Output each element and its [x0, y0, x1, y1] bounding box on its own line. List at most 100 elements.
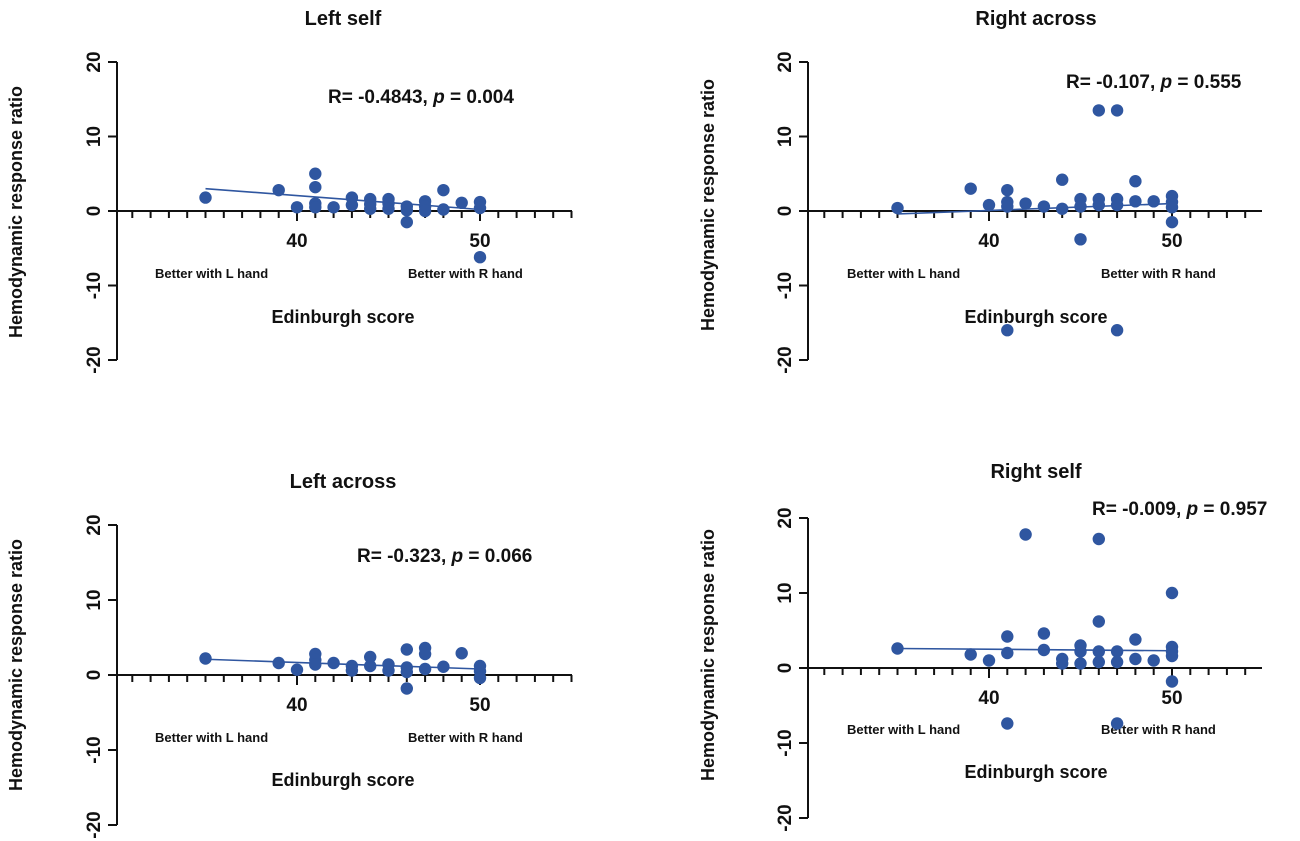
x-tick-label: 50 [1161, 231, 1182, 252]
data-point [1147, 195, 1160, 208]
x-tick-label: 50 [1161, 688, 1182, 709]
data-point [1074, 645, 1087, 658]
data-point [272, 183, 285, 197]
data-point [1165, 201, 1179, 214]
data-point [1092, 198, 1106, 212]
data-point [418, 647, 432, 661]
data-point [1001, 183, 1014, 197]
data-point [1129, 175, 1142, 188]
correlation-stat: R= -0.4843, p = 0.004 [328, 87, 514, 108]
data-point [1110, 717, 1124, 730]
annotation-better-right-hand: Better with R hand [1101, 266, 1216, 281]
chart-panel-left-across: Left across Hemodynamic response ratio 20 1… [6, 471, 573, 839]
data-point [1092, 532, 1106, 546]
data-point [364, 659, 377, 673]
data-point [327, 201, 340, 214]
stat-p-symbol: p [1160, 72, 1173, 93]
data-point [964, 648, 977, 661]
y-tick-label: -20 [775, 804, 796, 831]
data-point [1074, 233, 1087, 246]
correlation-stat: R= -0.107, p = 0.555 [1066, 72, 1242, 93]
data-point [982, 654, 996, 667]
x-tick-label: 50 [469, 695, 490, 716]
stat-p-value: = 0.555 [1172, 72, 1242, 93]
y-tick-label: 10 [775, 126, 796, 147]
data-point [400, 215, 413, 229]
data-point [1092, 655, 1106, 669]
data-point [400, 204, 413, 217]
data-point [345, 664, 359, 677]
data-point [455, 647, 468, 660]
stat-p-value: = 0.957 [1198, 499, 1267, 520]
data-point [1165, 649, 1179, 663]
annotation-better-right-hand: Better with R hand [408, 730, 523, 745]
y-tick-label: 0 [84, 670, 105, 681]
data-point [1129, 652, 1142, 666]
data-point [1037, 200, 1051, 213]
data-point [1129, 633, 1142, 646]
data-point [1074, 657, 1087, 670]
data-point [473, 671, 487, 685]
x-tick-label: 40 [978, 231, 999, 252]
x-axis-label: Edinburgh score [271, 770, 414, 790]
data-point [964, 182, 977, 195]
y-tick-label: -20 [84, 811, 105, 838]
data-point [891, 642, 904, 655]
data-point [1165, 675, 1179, 688]
y-tick-label: 0 [775, 206, 796, 217]
data-point [437, 660, 450, 673]
data-point [1019, 528, 1032, 541]
y-tick-label: -10 [84, 736, 105, 763]
y-tick-label: -20 [84, 346, 105, 373]
chart-title: Right across [975, 8, 1096, 30]
data-point [1165, 215, 1179, 229]
data-point [382, 202, 395, 215]
data-point [455, 196, 468, 210]
x-tick-label: 50 [469, 231, 490, 252]
data-point [400, 665, 413, 679]
y-tick-label: 20 [775, 51, 796, 72]
y-tick-label: -10 [775, 272, 796, 299]
y-axis-label: Hemodynamic response ratio [698, 529, 718, 781]
data-point [309, 180, 322, 194]
data-point [309, 167, 322, 180]
chart-title: Left self [305, 8, 382, 30]
regression-line [205, 187, 481, 211]
data-point [345, 198, 359, 212]
data-point [199, 652, 212, 665]
annotation-better-right-hand: Better with R hand [408, 266, 523, 281]
annotation-better-left-hand: Better with L hand [155, 266, 268, 281]
data-point [400, 643, 413, 656]
data-point [1110, 324, 1124, 337]
data-point [290, 663, 304, 676]
y-tick-label: 10 [775, 582, 796, 603]
data-point [1056, 202, 1069, 215]
y-axis-label: Hemodynamic response ratio [6, 86, 26, 338]
data-point [1092, 615, 1106, 628]
y-axis-label: Hemodynamic response ratio [698, 79, 718, 331]
y-tick-label: -10 [775, 729, 796, 756]
data-point [1110, 198, 1124, 212]
y-axis-label: Hemodynamic response ratio [6, 539, 26, 791]
data-point [1019, 197, 1032, 210]
stat-r-value: R= -0.323, [357, 546, 452, 567]
data-point [1001, 200, 1014, 213]
x-tick-label: 40 [286, 231, 307, 252]
y-tick-label: -10 [84, 272, 105, 299]
x-tick-label: 40 [286, 695, 307, 716]
stat-r-value: R= -0.4843, [328, 87, 433, 108]
chart-panel-right-across: Right across Hemodynamic response ratio 20… [698, 8, 1262, 374]
data-point [327, 656, 340, 670]
data-point [309, 201, 322, 214]
stat-p-symbol: p [1186, 499, 1199, 520]
data-point [309, 658, 322, 671]
data-point [382, 664, 395, 677]
stat-p-value: = 0.066 [463, 546, 532, 567]
x-tick-label: 40 [978, 688, 999, 709]
data-point [364, 650, 377, 664]
data-point [1110, 655, 1124, 669]
correlation-stat: R= -0.009, p = 0.957 [1092, 499, 1267, 520]
x-axis-label: Edinburgh score [964, 762, 1107, 782]
data-point [1092, 645, 1106, 658]
data-point [1037, 627, 1051, 640]
